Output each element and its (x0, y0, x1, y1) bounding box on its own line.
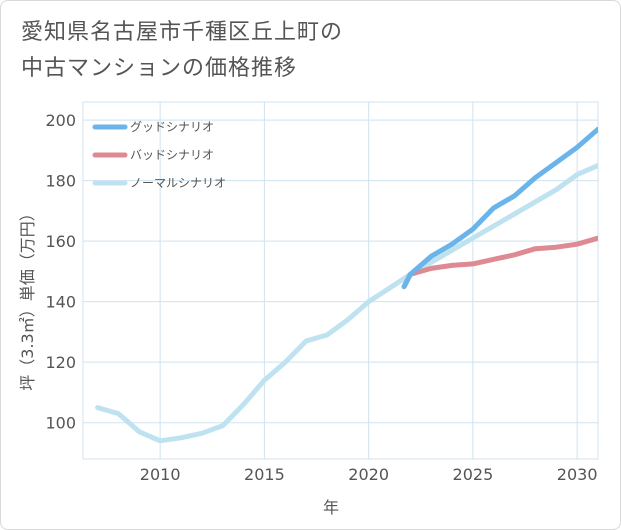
x-tick-label: 2030 (557, 465, 598, 484)
legend-item-1: グッドシナリオ (92, 120, 214, 134)
y-tick-label: 120 (45, 353, 76, 372)
plot-area (82, 101, 599, 460)
legend-item-3: ノーマルシナリオ (92, 176, 226, 190)
chart-title-line-1: 愛知県名古屋市千種区丘上町の (21, 20, 344, 45)
x-tick-label: 2015 (244, 465, 285, 484)
y-axis-label: 坪（3.3㎡）単価（万円） (18, 205, 37, 390)
chart-title-line-2: 中古マンションの価格推移 (21, 56, 298, 81)
series-line-1 (401, 126, 598, 290)
x-tick-label: 2010 (140, 465, 181, 484)
legend-item-2: バッドシナリオ (92, 148, 214, 162)
legend-label: バッドシナリオ (130, 148, 214, 162)
series-lines (95, 126, 598, 444)
x-tick-label: 2025 (453, 465, 494, 484)
x-axis-label: 年 (323, 498, 339, 517)
x-tick-label: 2020 (348, 465, 389, 484)
y-tick-label: 100 (45, 414, 76, 433)
axis-ticks: 2010 2015 2020 2025 2030 100 120 140 160 180 200 (45, 111, 597, 484)
chart-title: 愛知県名古屋市千種区丘上町の 中古マンションの価格推移 (21, 15, 343, 87)
legend-label: グッドシナリオ (130, 120, 214, 134)
y-tick-label: 200 (45, 111, 76, 130)
y-tick-label: 160 (45, 232, 76, 251)
y-tick-label: 140 (45, 293, 76, 312)
y-tick-label: 180 (45, 172, 76, 191)
series-line-2 (401, 235, 598, 290)
series-line-3 (95, 163, 598, 444)
grid-lines (82, 101, 599, 460)
legend-label: ノーマルシナリオ (130, 176, 226, 190)
